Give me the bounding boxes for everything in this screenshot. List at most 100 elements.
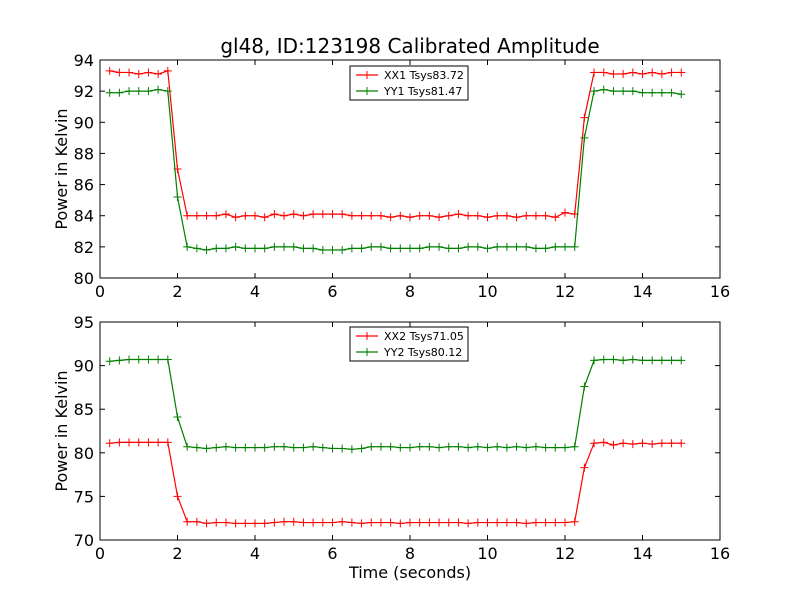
- data-point: [105, 88, 114, 97]
- data-point: [464, 242, 473, 251]
- data-point: [163, 438, 172, 447]
- data-point: [280, 517, 289, 526]
- data-point: [619, 439, 628, 448]
- data-point: [347, 445, 356, 454]
- data-point: [502, 242, 511, 251]
- data-point: [512, 242, 521, 251]
- data-point: [570, 442, 579, 451]
- data-point: [590, 68, 599, 77]
- x-tick-label: 4: [250, 282, 260, 301]
- data-point: [328, 210, 337, 219]
- data-point: [260, 244, 269, 253]
- data-point: [163, 355, 172, 364]
- series-layer: [105, 355, 686, 528]
- data-point: [309, 518, 318, 527]
- data-point: [628, 355, 637, 364]
- data-point: [541, 518, 550, 527]
- x-tick-label: 16: [710, 544, 730, 563]
- data-point: [628, 87, 637, 96]
- data-point: [599, 85, 608, 94]
- data-point: [241, 519, 250, 528]
- data-point: [134, 87, 143, 96]
- data-point: [183, 442, 192, 451]
- data-point: [154, 438, 163, 447]
- data-point: [231, 519, 240, 528]
- data-point: [173, 413, 182, 422]
- x-tick-label: 12: [555, 544, 575, 563]
- data-point: [241, 211, 250, 220]
- data-point: [105, 439, 114, 448]
- data-point: [551, 443, 560, 452]
- data-point: [115, 356, 124, 365]
- data-point: [338, 210, 347, 219]
- data-point: [154, 355, 163, 364]
- data-point: [580, 133, 589, 142]
- data-point: [609, 70, 618, 79]
- data-point: [270, 210, 279, 219]
- y-tick-label: 80: [74, 444, 94, 463]
- data-point: [473, 518, 482, 527]
- data-point: [328, 518, 337, 527]
- data-point: [502, 211, 511, 220]
- data-point: [667, 439, 676, 448]
- data-point: [376, 242, 385, 251]
- data-point: [386, 244, 395, 253]
- series-line-2-1: [109, 441, 682, 525]
- legend-box: [349, 326, 469, 362]
- data-point: [406, 518, 414, 527]
- data-point: [367, 518, 376, 527]
- data-point: [202, 444, 211, 453]
- data-point: [483, 213, 492, 222]
- data-point: [628, 68, 637, 77]
- data-point: [522, 242, 531, 251]
- data-point: [192, 443, 201, 452]
- data-point: [619, 356, 628, 365]
- x-tick-label: 16: [710, 282, 730, 301]
- data-point: [251, 443, 259, 452]
- data-point: [260, 213, 269, 222]
- data-point: [347, 211, 356, 220]
- data-point: [386, 442, 395, 451]
- x-tick-label: 4: [250, 544, 260, 563]
- data-point: [173, 492, 182, 501]
- data-point: [367, 211, 376, 220]
- data-point: [154, 85, 163, 94]
- data-point: [115, 68, 124, 77]
- data-point: [454, 518, 463, 527]
- data-point: [328, 245, 337, 254]
- data-point: [590, 356, 599, 365]
- data-point: [454, 210, 463, 219]
- data-point: [619, 87, 628, 96]
- data-point: [531, 211, 540, 220]
- data-point: [347, 244, 356, 253]
- data-point: [531, 244, 540, 253]
- data-point: [376, 442, 385, 451]
- data-point: [415, 244, 424, 253]
- data-point: [435, 213, 444, 222]
- y-tick-label: 88: [74, 144, 94, 163]
- data-point: [570, 517, 579, 526]
- data-point: [531, 518, 540, 527]
- x-tick-label: 6: [327, 544, 337, 563]
- x-axis-label: Time (seconds): [348, 563, 471, 582]
- legend-label: YY2 Tsys80.12: [383, 346, 462, 359]
- data-point: [299, 443, 308, 452]
- data-point: [522, 519, 531, 528]
- data-point: [657, 70, 666, 79]
- legend-marker: [363, 348, 371, 356]
- data-point: [367, 442, 376, 451]
- data-point: [522, 443, 531, 452]
- data-point: [309, 210, 318, 219]
- data-point: [609, 440, 618, 449]
- data-point: [144, 355, 153, 364]
- data-point: [512, 442, 521, 451]
- data-point: [299, 211, 308, 220]
- data-point: [357, 244, 366, 253]
- data-point: [590, 87, 599, 96]
- data-point: [657, 88, 666, 97]
- data-point: [473, 211, 482, 220]
- data-point: [657, 356, 666, 365]
- data-point: [299, 518, 308, 527]
- data-point: [425, 211, 434, 220]
- legend-marker: [363, 71, 371, 79]
